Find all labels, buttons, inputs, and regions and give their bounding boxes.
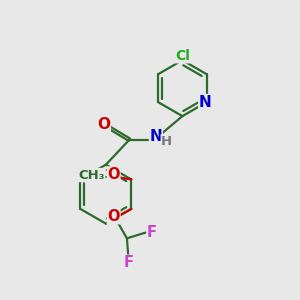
Text: Cl: Cl <box>175 49 190 63</box>
Text: O: O <box>107 209 120 224</box>
Text: F: F <box>147 225 157 240</box>
Text: O: O <box>97 118 110 133</box>
Text: N: N <box>149 129 162 144</box>
Text: CH₃: CH₃ <box>78 169 105 182</box>
Text: N: N <box>199 95 211 110</box>
Text: H: H <box>161 135 172 148</box>
Text: F: F <box>123 255 134 270</box>
Text: O: O <box>107 167 120 182</box>
